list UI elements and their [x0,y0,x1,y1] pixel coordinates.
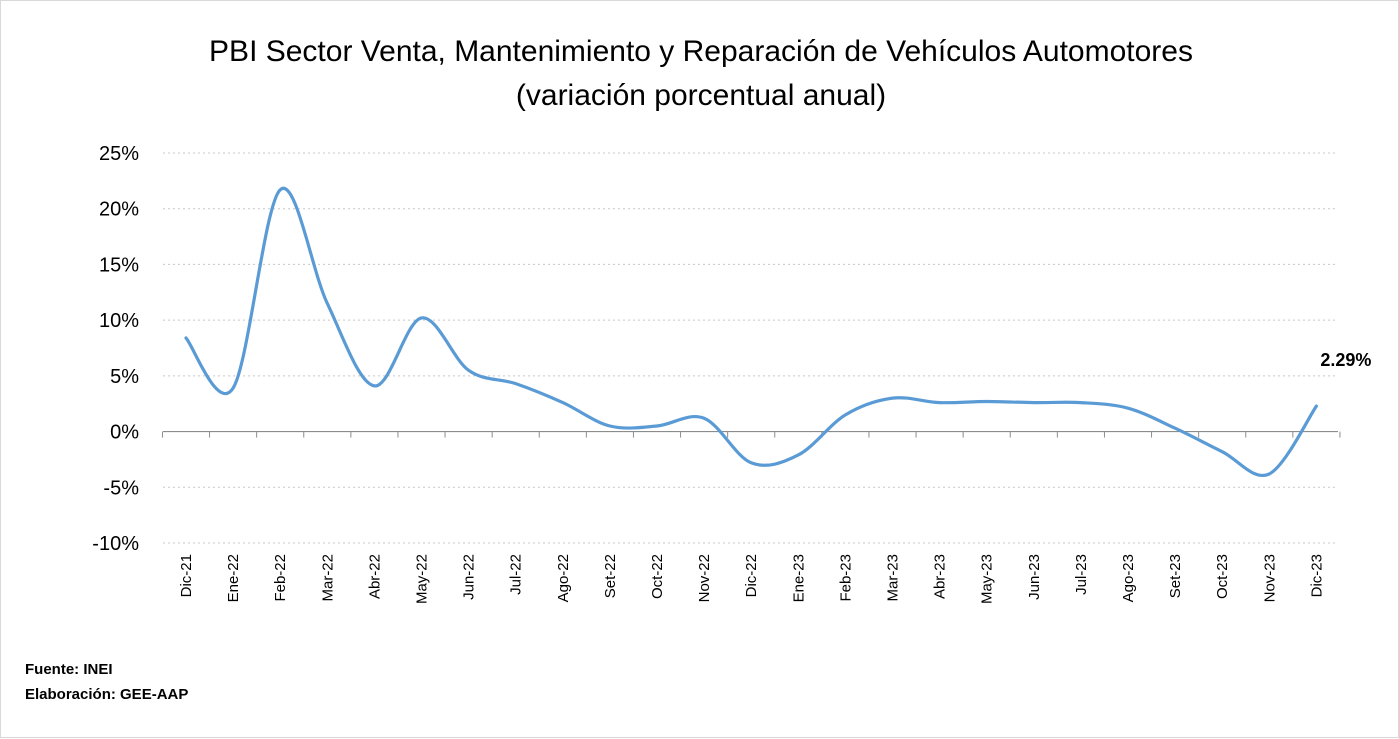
chart-title: PBI Sector Venta, Mantenimiento y Repara… [209,35,1193,68]
data-label: 2.29% [1320,350,1371,370]
y-tick-label: 25% [99,143,139,165]
data-point [1267,472,1271,476]
data-point [278,188,282,192]
x-tick-label: Ago-23 [1120,554,1137,602]
y-tick-label: 10% [99,310,139,332]
x-tick-label: Oct-23 [1214,554,1231,599]
x-tick-label: Oct-22 [649,554,666,599]
y-tick-label: -5% [103,477,139,499]
data-point [655,424,659,428]
data-point [843,413,847,417]
data-point [985,399,989,403]
data-point [1032,401,1036,405]
y-tick-label: 15% [99,254,139,276]
y-tick-label: 5% [110,366,139,388]
x-tick-label: Jul-23 [1073,554,1090,595]
data-point [561,401,565,405]
x-tick-label: Nov-22 [696,554,713,602]
data-point [184,336,188,340]
data-point [749,461,753,465]
data-point [514,382,518,386]
data-point [467,368,471,372]
x-tick-label: Mar-23 [885,554,902,602]
x-tick-label: Jun-22 [461,554,478,600]
x-tick-label: Dic-21 [178,554,195,597]
data-point [1314,404,1318,408]
data-point [231,386,235,390]
x-tick-label: Ene-22 [225,554,242,602]
x-tick-label: Set-22 [602,554,619,598]
x-tick-label: May-22 [414,554,431,604]
x-tick-label: Jul-22 [508,554,525,595]
gridlines [163,152,1338,544]
x-axis [161,430,1341,438]
x-tick-label: Mar-22 [319,554,336,602]
data-point [1126,406,1130,410]
data-point [702,416,706,420]
credit-note: Elaboración: GEE-AAP [25,686,189,703]
data-point [1220,450,1224,454]
x-tick-label: Jun-23 [1026,554,1043,600]
data-point [372,384,376,388]
x-tick-label: Set-23 [1167,554,1184,598]
x-tick-label: Ago-22 [555,554,572,602]
x-tick-label: Nov-23 [1261,554,1278,602]
y-tick-label: 20% [99,199,139,221]
data-point [938,401,942,405]
x-tick-label: Dic-23 [1308,554,1325,597]
x-tick-labels: Dic-21 Ene-22 Feb-22 Mar-22 Abr-22 May-22 Jun-… [178,554,1325,604]
data-labels: 2.29% [1320,350,1371,370]
x-tick-label: Feb-22 [272,554,289,602]
x-tick-label: Abr-22 [366,554,383,599]
data-point [325,301,329,305]
data-point [608,424,612,428]
series-layer [184,186,1318,478]
series-line [184,186,1318,478]
y-tick-label: 0% [110,422,139,444]
data-point [1173,426,1177,430]
x-tick-label: Feb-23 [837,554,854,602]
data-point [891,396,895,400]
x-tick-label: Abr-23 [932,554,949,599]
y-tick-labels: 25% 20% 15% 10% 5% 0% -5% -10% [92,143,139,555]
data-point [420,316,424,320]
x-tick-label: Ene-23 [790,554,807,602]
data-point [796,453,800,457]
y-tick-label: -10% [92,533,139,555]
data-point [1079,401,1083,405]
chart-subtitle: (variación porcentual anual) [516,79,886,112]
x-tick-label: Dic-22 [743,554,760,597]
x-tick-label: May-23 [979,554,996,604]
source-note: Fuente: INEI [25,661,113,678]
